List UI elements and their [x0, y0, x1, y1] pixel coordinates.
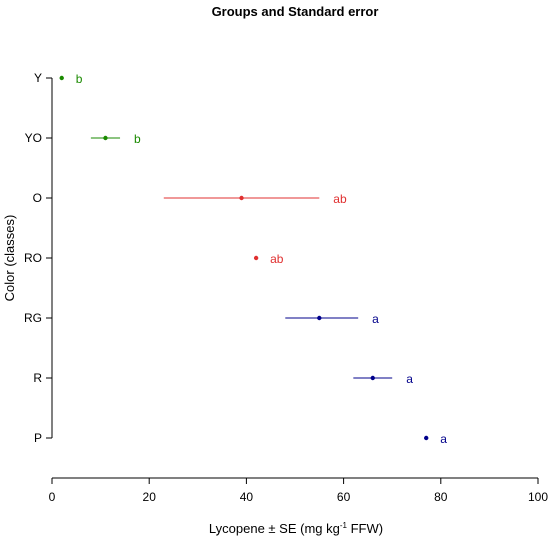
chart-marks: b b ab ab a a a — [59, 72, 447, 446]
data-point — [424, 435, 429, 441]
data-point — [239, 195, 244, 201]
data-point — [103, 135, 108, 141]
y-tick-label: P — [34, 431, 42, 445]
group-label: b — [76, 72, 83, 86]
data-point — [253, 255, 259, 261]
x-tick-label: 80 — [434, 490, 448, 504]
y-tick-label: O — [33, 191, 42, 205]
group-label: b — [134, 132, 141, 146]
data-point — [317, 315, 322, 321]
chart-title: Groups and Standard error — [212, 4, 379, 19]
x-axis-label-superscript: -1 — [340, 521, 348, 530]
y-tick-label: RO — [24, 251, 42, 265]
data-point — [59, 75, 64, 81]
group-label: ab — [333, 192, 347, 206]
x-tick-label: 20 — [143, 490, 157, 504]
y-axis-label: Color (classes) — [2, 215, 17, 302]
y-tick-label: RG — [24, 311, 42, 325]
x-axis-label-unit: FFW) — [347, 521, 383, 536]
x-tick-label: 100 — [528, 490, 548, 504]
data-point — [370, 375, 375, 381]
group-label: a — [372, 312, 379, 326]
x-tick-label: 60 — [337, 490, 351, 504]
group-label: a — [440, 432, 447, 446]
y-tick-label: Y — [34, 71, 42, 85]
y-tick-label: R — [33, 371, 42, 385]
x-tick-label: 40 — [240, 490, 254, 504]
y-axis: Y YO O RO RG R P — [24, 71, 53, 445]
x-axis-label-main: Lycopene ± SE (mg kg — [209, 521, 340, 536]
x-axis: 0 20 40 60 80 100 — [49, 477, 548, 504]
x-tick-label: 0 — [49, 490, 56, 504]
y-tick-label: YO — [25, 131, 42, 145]
group-label: ab — [270, 252, 284, 266]
x-axis-label: Lycopene ± SE (mg kg-1 FFW) — [209, 521, 383, 536]
group-label: a — [406, 372, 413, 386]
